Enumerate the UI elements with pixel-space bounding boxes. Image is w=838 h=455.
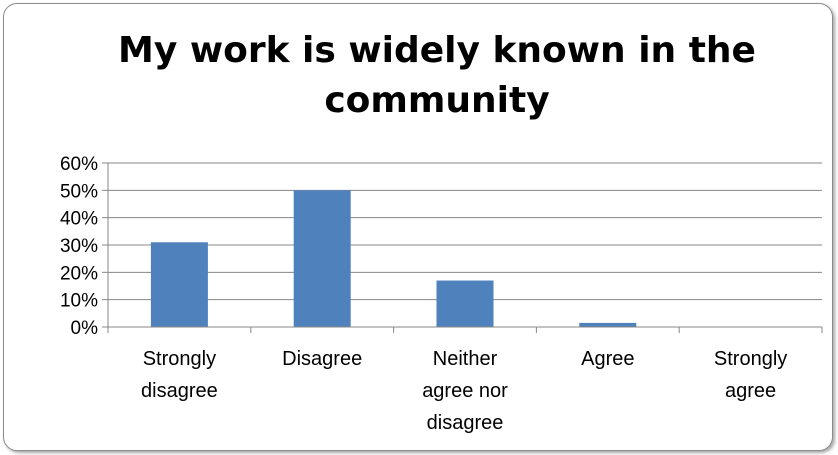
axes (107, 163, 823, 333)
x-category-label: Strongly agree (714, 348, 787, 402)
x-category-label-line: disagree (427, 412, 504, 434)
x-category-label-line: Disagree (282, 348, 362, 370)
bar-1 (150, 242, 208, 327)
y-axis-tick-labels: 0% 10% 20% 30% 40% 50% 60% (60, 154, 98, 339)
bar-chart: My work is widely known in the community… (60, 30, 823, 434)
gridlines (102, 162, 822, 328)
y-tick-label: 50% (60, 181, 98, 202)
x-category-label: Disagree (282, 348, 362, 370)
x-category-label: Strongly disagree (141, 348, 218, 402)
x-category-label-line: disagree (141, 380, 218, 402)
x-axis-category-labels: Strongly disagree Disagree Neither agree nor… (141, 348, 787, 434)
x-category-label-line: Strongly (143, 348, 216, 370)
y-tick-label: 0% (71, 318, 99, 339)
bars (150, 190, 637, 327)
y-tick-label: 30% (60, 236, 98, 257)
x-category-label-line: agree nor (422, 380, 508, 402)
chart-title: My work is widely known in the community (118, 30, 756, 121)
chart-title-line-1: My work is widely known in the (118, 30, 756, 71)
chart-title-line-2: community (324, 80, 549, 121)
y-tick-label: 10% (60, 291, 98, 312)
bar-4 (579, 322, 637, 327)
x-category-label-line: Agree (581, 348, 634, 370)
x-category-label-line: Neither (433, 348, 498, 370)
x-category-label-line: agree (725, 380, 776, 402)
bar-2 (293, 190, 351, 327)
x-category-label-line: Strongly (714, 348, 787, 370)
x-category-label: Agree (581, 348, 634, 370)
bar-3 (436, 280, 494, 327)
chart-frame: My work is widely known in the community… (3, 3, 833, 451)
y-tick-label: 60% (60, 154, 98, 175)
y-tick-label: 20% (60, 263, 98, 284)
x-category-label: Neither agree nor disagree (422, 348, 508, 434)
y-tick-label: 40% (60, 209, 98, 230)
